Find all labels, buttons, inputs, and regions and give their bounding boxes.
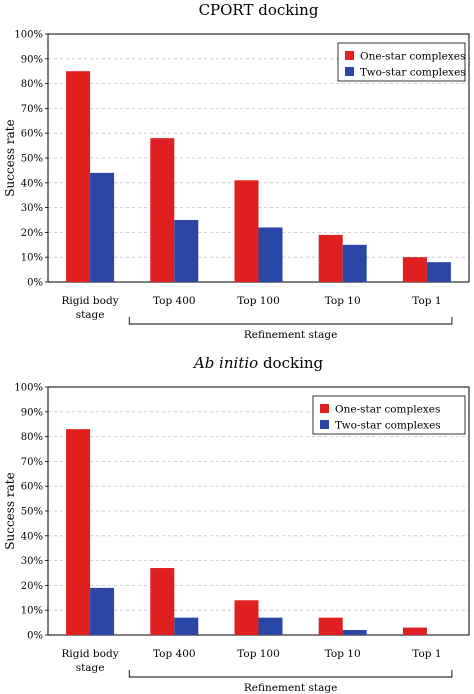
legend-swatch — [320, 404, 329, 413]
y-axis-label: Success rate — [3, 472, 17, 549]
x-category-label: Top 10 — [325, 295, 361, 307]
bar-two-star — [174, 617, 199, 635]
legend-label: One-star complexes — [360, 51, 465, 63]
ab-initio-docking-chart: Ab initio docking 0% 10% 20% 30% 40% 50% 60% 70%… — [3, 354, 470, 694]
legend-box — [312, 395, 466, 435]
x-category-label: Top 1 — [412, 648, 441, 660]
y-tick-label: 30% — [21, 556, 43, 567]
y-tick-label: 0% — [27, 631, 43, 642]
y-tick-label: 80% — [21, 79, 43, 90]
bar-one-star — [318, 617, 343, 635]
bar-two-star — [342, 244, 367, 282]
refinement-bracket — [128, 317, 453, 325]
y-tick-label: 0% — [27, 278, 43, 289]
y-tick-label: 100% — [14, 383, 43, 394]
x-category-label: Top 400 — [153, 295, 196, 307]
bar-two-star — [426, 262, 451, 282]
legend-label: Two-star complexes — [360, 67, 466, 79]
y-tick-label: 30% — [21, 203, 43, 214]
x-category-label: Top 1 — [412, 295, 441, 307]
y-tick-label: 70% — [21, 104, 43, 115]
y-tick-label: 20% — [21, 581, 43, 592]
x-category-label: Top 100 — [237, 648, 280, 660]
y-axis-label: Success rate — [3, 119, 17, 196]
y-tick-label: 10% — [21, 606, 43, 617]
y-tick-label: 80% — [21, 432, 43, 443]
legend-swatch — [320, 420, 329, 429]
bar-two-star — [90, 172, 115, 282]
group-label: Refinement stage — [244, 682, 337, 694]
legend-swatch — [345, 51, 354, 60]
y-tick-label: 100% — [14, 30, 43, 41]
refinement-bracket — [128, 670, 453, 678]
cport-docking-chart: CPORT docking 0% 10% 20% 30% 40% 50% 60% 70% 80% 9… — [3, 1, 470, 341]
bar-one-star — [402, 257, 427, 282]
bar-one-star — [66, 429, 91, 635]
y-tick-label: 90% — [21, 54, 43, 65]
legend-box — [337, 42, 466, 82]
bar-one-star — [402, 627, 427, 635]
legend-label: Two-star complexes — [335, 420, 441, 432]
bar-one-star — [150, 138, 175, 282]
group-label: Refinement stage — [244, 329, 337, 341]
legend-swatch — [345, 67, 354, 76]
bar-one-star — [150, 568, 175, 635]
chart-title: Ab initio docking — [192, 354, 324, 372]
legend: One-star complexes Two-star complexes — [337, 42, 466, 82]
x-category-label: Top 10 — [325, 648, 361, 660]
y-tick-label: 50% — [21, 507, 43, 518]
bar-two-star — [342, 630, 367, 635]
y-tick-label: 90% — [21, 407, 43, 418]
y-tick-label: 40% — [21, 531, 43, 542]
legend-label: One-star complexes — [335, 404, 440, 416]
chart-title: CPORT docking — [199, 1, 319, 19]
x-category-label: Top 400 — [153, 648, 196, 660]
y-tick-label: 50% — [21, 154, 43, 165]
x-category-label: Rigid body stage — [62, 295, 119, 321]
x-category-label: Rigid body stage — [62, 648, 119, 674]
bar-one-star — [66, 71, 91, 282]
y-tick-label: 60% — [21, 482, 43, 493]
bar-two-star — [174, 220, 199, 282]
bar-two-star — [258, 227, 283, 282]
bar-one-star — [234, 600, 259, 635]
legend: One-star complexes Two-star complexes — [312, 395, 466, 435]
bar-two-star — [90, 587, 115, 635]
x-category-label: Top 100 — [237, 295, 280, 307]
bar-one-star — [318, 234, 343, 282]
y-tick-label: 70% — [21, 457, 43, 468]
bar-two-star — [258, 617, 283, 635]
y-tick-label: 40% — [21, 178, 43, 189]
y-tick-label: 20% — [21, 228, 43, 239]
y-tick-label: 60% — [21, 129, 43, 140]
y-tick-label: 10% — [21, 253, 43, 264]
bar-one-star — [234, 180, 259, 282]
